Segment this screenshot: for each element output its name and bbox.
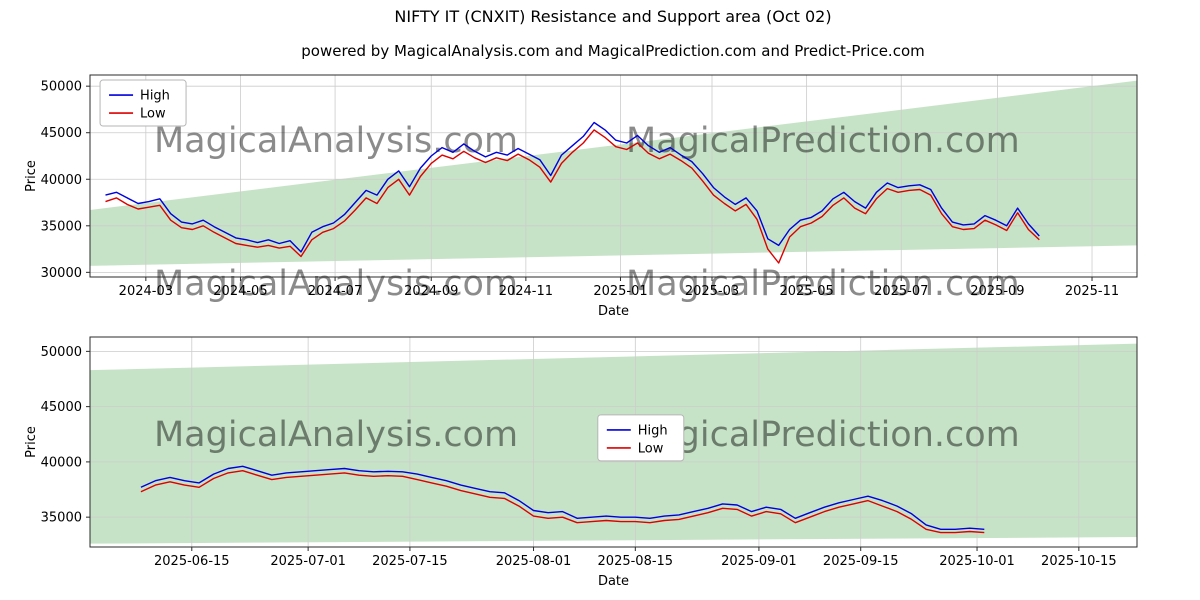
x-tick-label: 2025-09-01 — [721, 554, 797, 569]
watermark-text: MagicalAnalysis.com — [154, 264, 518, 304]
y-tick-label: 50000 — [41, 345, 82, 360]
low-line — [140, 470, 985, 534]
x-tick-label: 2025-10-01 — [939, 554, 1015, 569]
low-line — [105, 129, 1040, 264]
legend-label-high: High — [140, 89, 170, 104]
watermark-text: MagicalPrediction.com — [626, 264, 1020, 304]
legend-label-low: Low — [638, 441, 664, 456]
watermark-text: MagicalPrediction.com — [626, 121, 1020, 161]
x-tick-label: 2024-09 — [404, 284, 458, 299]
y-tick-label: 35000 — [41, 219, 82, 234]
x-tick-label: 2025-11 — [1065, 284, 1119, 299]
watermark-text: MagicalPrediction.com — [626, 415, 1020, 455]
y-tick-label: 35000 — [41, 511, 82, 526]
support-resistance-band — [90, 80, 1137, 266]
x-tick-label: 2024-11 — [499, 284, 553, 299]
x-tick-label: 2025-06-15 — [154, 554, 230, 569]
y-axis-label: Price — [24, 160, 39, 192]
x-tick-label: 2025-09 — [970, 284, 1024, 299]
legend: High Low — [99, 79, 187, 127]
top-chart: MagicalAnalysis.com MagicalPrediction.com… — [24, 74, 1138, 319]
x-axis-label: Date — [598, 574, 629, 589]
bottom-chart: MagicalAnalysis.com MagicalPrediction.com… — [24, 336, 1138, 589]
x-tick-label: 2025-07-15 — [372, 554, 448, 569]
legend-label-high: High — [638, 423, 668, 438]
y-axis-label: Price — [24, 426, 39, 458]
y-tick-label: 45000 — [41, 400, 82, 415]
legend: High Low — [597, 414, 685, 462]
legend-box — [99, 79, 187, 127]
x-tick-label: 2025-03 — [685, 284, 739, 299]
watermark-text: MagicalAnalysis.com — [154, 415, 518, 455]
high-line — [140, 465, 985, 530]
x-tick-label: 2024-05 — [213, 284, 267, 299]
x-tick-label: 2025-07-01 — [270, 554, 346, 569]
y-tick-label: 40000 — [41, 455, 82, 470]
x-tick-label: 2025-08-01 — [496, 554, 572, 569]
x-tick-label: 2025-10-15 — [1041, 554, 1117, 569]
x-tick-label: 2024-07 — [308, 284, 362, 299]
chart-title: NIFTY IT (CNXIT) Resistance and Support … — [394, 7, 831, 26]
x-tick-label: 2025-05 — [779, 284, 833, 299]
high-line — [105, 121, 1040, 253]
watermark-text: MagicalAnalysis.com — [154, 121, 518, 161]
y-tick-label: 30000 — [41, 266, 82, 281]
x-tick-label: 2025-07 — [874, 284, 928, 299]
y-tick-label: 45000 — [41, 126, 82, 141]
y-tick-label: 50000 — [41, 80, 82, 95]
x-tick-label: 2025-09-15 — [823, 554, 899, 569]
legend-label-low: Low — [140, 107, 166, 122]
y-tick-label: 40000 — [41, 173, 82, 188]
chart-subtitle: powered by MagicalAnalysis.com and Magic… — [301, 42, 925, 60]
legend-box — [597, 414, 685, 462]
x-tick-label: 2024-03 — [119, 284, 173, 299]
x-axis-label: Date — [598, 304, 629, 319]
plot-border — [89, 74, 1138, 278]
plot-border — [89, 336, 1138, 548]
x-tick-label: 2025-01 — [593, 284, 647, 299]
x-tick-label: 2025-08-15 — [598, 554, 674, 569]
